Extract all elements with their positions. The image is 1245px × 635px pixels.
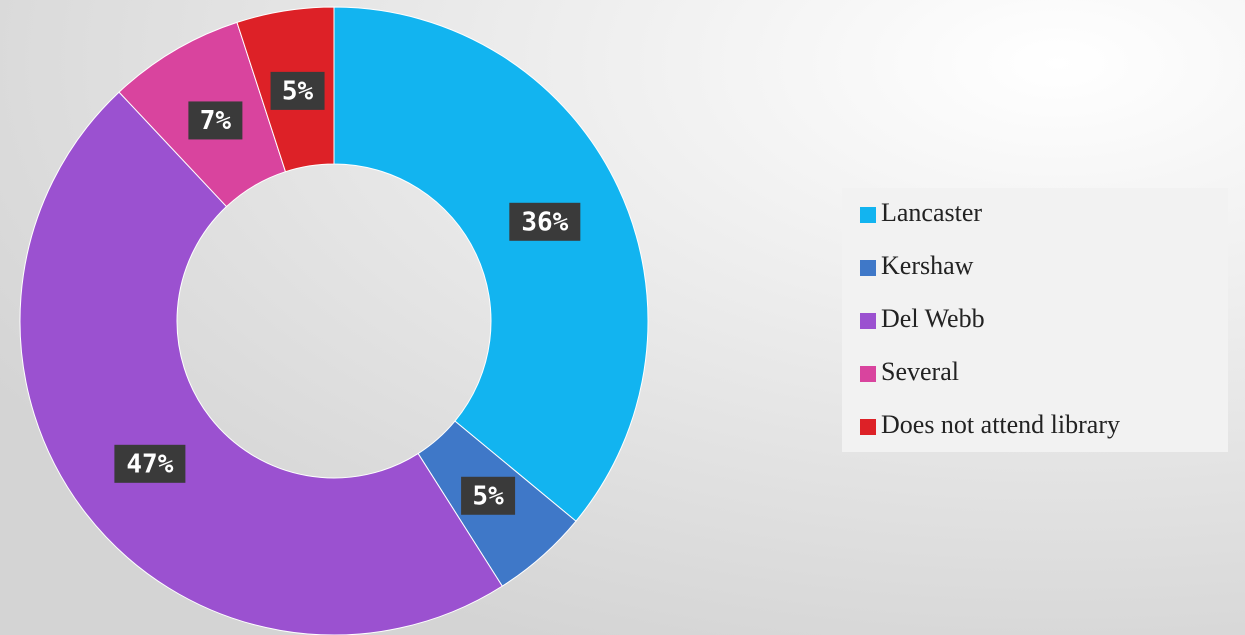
legend-label: Several: [881, 357, 959, 386]
data-label: 47%: [126, 449, 173, 479]
legend-label: Del Webb: [881, 304, 985, 333]
donut-slice: [19, 91, 503, 635]
data-label-box: [509, 202, 581, 241]
data-label: 36%: [521, 207, 568, 237]
legend-label: Kershaw: [881, 251, 974, 280]
data-label-box: [114, 444, 186, 483]
legend-swatch: [860, 207, 876, 223]
legend-box: [842, 188, 1228, 452]
legend-label: Does not attend library: [881, 410, 1120, 439]
data-label: 5%: [472, 481, 504, 511]
data-label-box: [188, 101, 243, 140]
legend-swatch: [860, 419, 876, 435]
legend-label: Lancaster: [881, 198, 982, 227]
data-label-box: [270, 71, 325, 110]
donut-slice: [333, 6, 649, 522]
legend-swatch: [860, 260, 876, 276]
data-label: 7%: [200, 106, 232, 136]
data-label: 5%: [282, 76, 314, 106]
legend-swatch: [860, 366, 876, 382]
legend-swatch: [860, 313, 876, 329]
data-label-box: [461, 476, 516, 515]
